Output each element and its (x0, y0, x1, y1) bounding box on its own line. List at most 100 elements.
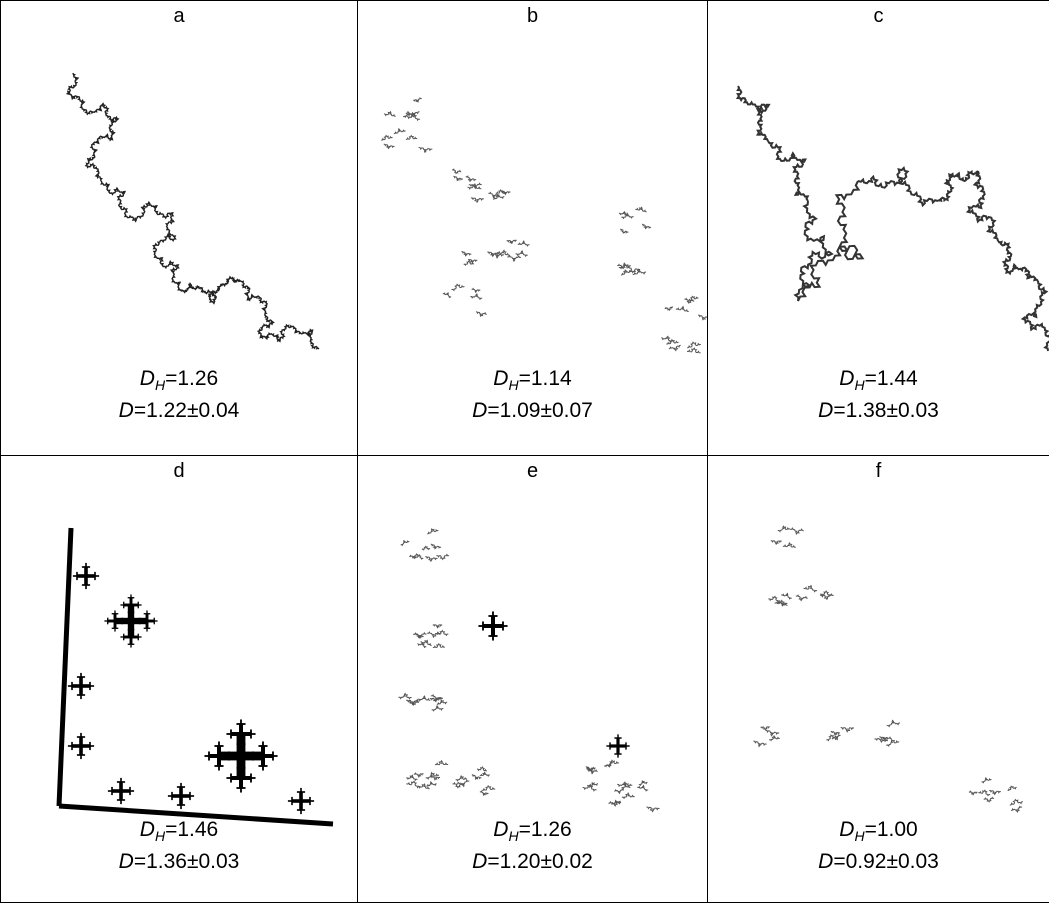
fractal-curve (879, 736, 892, 743)
panel: d DH=1.46 D=1.36±0.03 (1, 456, 358, 903)
fractal-cross (240, 783, 242, 793)
fractal-curve (431, 704, 444, 712)
fractal-curve (432, 624, 443, 629)
fractal-image (398, 528, 660, 813)
fractal-cross (71, 681, 73, 691)
fractal-cross (130, 640, 132, 648)
symbol: D (839, 367, 855, 390)
value: =1.46 (165, 818, 219, 841)
subscript: H (154, 828, 166, 844)
fractal-cross (491, 616, 495, 636)
fractal-curve (620, 228, 629, 234)
fractal-cross (123, 633, 125, 641)
fractal-curve (417, 783, 430, 790)
fractal-cross (79, 737, 83, 755)
fractal-curve (826, 734, 838, 742)
fractal-curve (769, 734, 780, 742)
fractal-curve (487, 251, 500, 258)
fractal-curve (421, 545, 431, 551)
fractal-cross (230, 773, 232, 783)
fractal-curve (840, 727, 855, 733)
fractal-cross (85, 562, 87, 572)
fractal-curve (414, 553, 424, 561)
fractal-curve (406, 698, 420, 706)
fractal-cross (180, 800, 182, 810)
fractal-cross (130, 626, 132, 634)
fractal-curve (496, 249, 510, 256)
fractal-curve (436, 699, 448, 705)
fractal-cross (129, 597, 133, 613)
fractal-curve (427, 528, 439, 535)
fractal-curve (383, 110, 396, 117)
fractal-curve (687, 341, 701, 349)
fractal-curve (65, 72, 120, 182)
dh-line: DH=1.26 (1, 363, 357, 395)
fractal-curve (608, 800, 621, 807)
fractal-curve (793, 200, 834, 302)
fractal-cross (153, 617, 155, 625)
fractal-curve (400, 539, 410, 547)
fractal-curve (641, 223, 652, 230)
fractal-curve (455, 775, 468, 782)
value: =1.09±0.07 (487, 399, 593, 422)
fractal-curve (638, 780, 648, 787)
fractal-cross (291, 796, 293, 806)
symbol: D (139, 367, 155, 390)
fractal-curve (430, 543, 442, 550)
fractal-curve (661, 335, 673, 343)
fractal-cross (261, 746, 265, 766)
fractal-cross (180, 782, 182, 792)
fractal-cross (252, 751, 254, 761)
fractal-cross (617, 750, 619, 758)
fractal-cross (189, 791, 191, 801)
fractal-curve (406, 774, 418, 782)
fractal-cross (482, 621, 484, 631)
fractal-curve (668, 344, 681, 352)
value: =1.26 (518, 818, 572, 841)
fractal-cross (107, 617, 109, 625)
fractal-cross (89, 681, 91, 691)
fractal-cross (617, 734, 619, 742)
fractal-curve (470, 197, 484, 204)
fractal-curve (803, 584, 818, 593)
fractal-curve (989, 790, 1001, 796)
fractal-curve (886, 738, 900, 747)
fractal-cross (146, 624, 148, 632)
fractal-cross (145, 613, 149, 629)
fractal-curve (760, 726, 770, 731)
subscript: H (854, 377, 865, 393)
fractal-curve (830, 730, 841, 736)
fractal-curve (479, 790, 489, 797)
fractal-curve (983, 796, 995, 803)
fractal-curve (491, 252, 504, 259)
fractal-curve (582, 783, 597, 792)
fractal-cross (179, 787, 183, 805)
fractal-curve (768, 595, 781, 603)
fractal-curve (413, 631, 427, 640)
fractal-curve (475, 311, 487, 318)
fractal-curve (687, 295, 699, 302)
fractal-cross (240, 763, 242, 773)
symbol: D (118, 850, 134, 873)
fractal-curve (427, 631, 441, 639)
value: =0.92±0.03 (833, 850, 939, 873)
fractal-curve (684, 297, 695, 304)
fractal-curve (965, 170, 999, 242)
fractal-curve (406, 111, 420, 118)
fractal-cross (79, 677, 83, 695)
dh-line: DH=1.14 (358, 363, 707, 395)
symbol: D (818, 399, 834, 422)
fractal-curve (500, 190, 511, 196)
fractal-curve (406, 780, 421, 789)
fractal-curve (468, 258, 478, 264)
fractal-image (56, 527, 334, 827)
panel: e DH=1.26 D=1.20±0.02 (358, 456, 708, 903)
fractal-curve (240, 280, 320, 350)
fractal-curve (777, 525, 791, 533)
fractal-cross (309, 796, 311, 806)
fractal-cross (114, 624, 116, 632)
fractal-curve (413, 772, 424, 778)
value: =1.14 (518, 367, 572, 390)
fractal-curve (425, 771, 440, 780)
fractal-curve (100, 180, 182, 292)
